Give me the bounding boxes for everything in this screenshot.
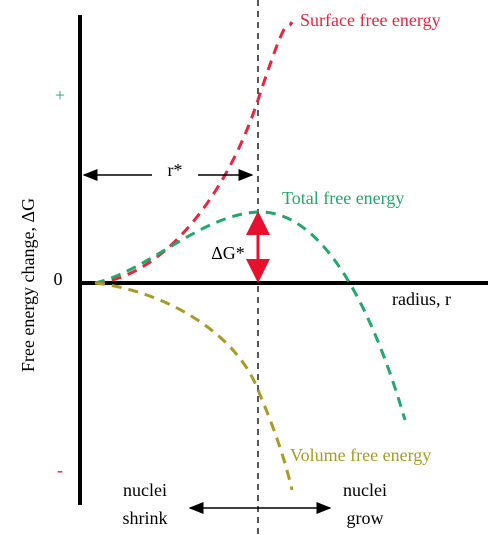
x-label: radius, r [392,289,451,309]
grow-label: grow [347,508,384,528]
grow-label: nuclei [343,480,387,500]
minus-label: - [57,460,63,480]
total-label: Total free energy [282,188,404,208]
shrink-label: shrink [123,508,168,528]
volume-label: Volume free energy [290,445,431,465]
origin-label: 0 [54,269,63,289]
shrink-label: nuclei [123,480,167,500]
r-star-label: r* [168,160,183,180]
plus-label: + [55,85,65,105]
surface-curve [95,22,292,283]
surface-label: Surface free energy [300,10,441,30]
volume-curve [95,283,292,490]
diagram: Free energy change, ΔG radius, r 0 + - S… [0,0,488,535]
y-label: Free energy change, ΔG [18,198,38,372]
total-curve [95,212,405,420]
barrier-label: ΔG* [211,243,245,263]
